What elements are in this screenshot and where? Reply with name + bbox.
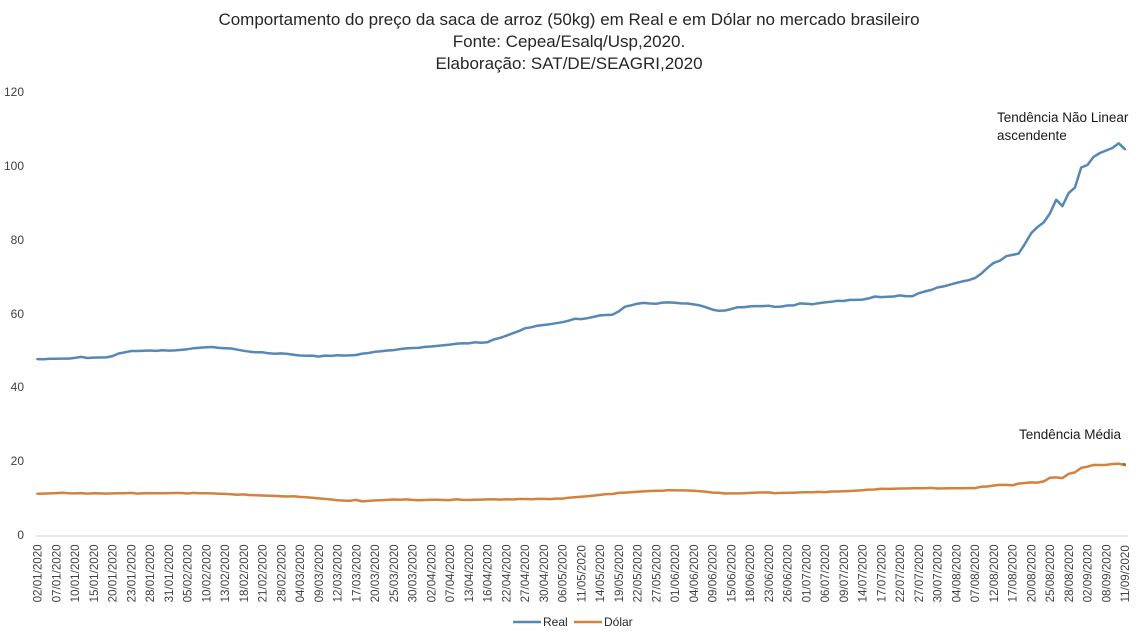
svg-text:06/05/2020: 06/05/2020: [557, 544, 570, 602]
svg-text:31/01/2020: 31/01/2020: [163, 544, 176, 602]
svg-text:28/08/2020: 28/08/2020: [1063, 544, 1076, 602]
svg-text:15/06/2020: 15/06/2020: [725, 544, 738, 602]
svg-text:17/08/2020: 17/08/2020: [1007, 544, 1020, 602]
svg-text:05/02/2020: 05/02/2020: [182, 544, 195, 602]
svg-text:01/07/2020: 01/07/2020: [800, 544, 813, 602]
svg-text:26/06/2020: 26/06/2020: [782, 544, 795, 602]
svg-text:20/03/2020: 20/03/2020: [369, 544, 382, 602]
svg-text:11/09/2020: 11/09/2020: [1119, 545, 1132, 602]
svg-text:02/09/2020: 02/09/2020: [1082, 544, 1095, 602]
svg-text:06/07/2020: 06/07/2020: [819, 544, 832, 602]
svg-text:20/08/2020: 20/08/2020: [1025, 544, 1038, 602]
svg-text:28/01/2020: 28/01/2020: [144, 544, 157, 602]
svg-text:04/06/2020: 04/06/2020: [688, 544, 701, 602]
svg-text:27/05/2020: 27/05/2020: [650, 544, 663, 602]
svg-text:07/04/2020: 07/04/2020: [444, 544, 457, 602]
svg-text:12/03/2020: 12/03/2020: [332, 544, 345, 602]
svg-text:23/01/2020: 23/01/2020: [125, 544, 138, 602]
svg-text:27/04/2020: 27/04/2020: [519, 544, 532, 602]
svg-text:28/02/2020: 28/02/2020: [275, 544, 288, 602]
svg-text:04/03/2020: 04/03/2020: [294, 544, 307, 602]
svg-text:12/08/2020: 12/08/2020: [988, 544, 1001, 602]
svg-text:14/07/2020: 14/07/2020: [857, 544, 870, 602]
svg-text:04/08/2020: 04/08/2020: [950, 544, 963, 602]
svg-text:09/03/2020: 09/03/2020: [313, 544, 326, 602]
svg-text:10/01/2020: 10/01/2020: [69, 544, 82, 602]
svg-text:25/08/2020: 25/08/2020: [1044, 544, 1057, 602]
svg-text:11/05/2020: 11/05/2020: [575, 545, 588, 602]
svg-text:10/02/2020: 10/02/2020: [200, 544, 213, 602]
svg-text:09/06/2020: 09/06/2020: [707, 544, 720, 602]
svg-text:21/02/2020: 21/02/2020: [257, 544, 270, 602]
svg-text:22/05/2020: 22/05/2020: [632, 544, 645, 602]
svg-text:15/01/2020: 15/01/2020: [88, 544, 101, 602]
svg-text:13/04/2020: 13/04/2020: [463, 544, 476, 602]
svg-text:07/08/2020: 07/08/2020: [969, 544, 982, 602]
svg-text:01/06/2020: 01/06/2020: [669, 544, 682, 602]
svg-text:13/02/2020: 13/02/2020: [219, 544, 232, 602]
svg-text:18/06/2020: 18/06/2020: [744, 544, 757, 602]
svg-text:16/04/2020: 16/04/2020: [482, 544, 495, 602]
svg-text:19/05/2020: 19/05/2020: [613, 544, 626, 602]
svg-text:02/01/2020: 02/01/2020: [32, 544, 45, 602]
svg-text:30/04/2020: 30/04/2020: [538, 544, 551, 602]
svg-text:27/07/2020: 27/07/2020: [913, 544, 926, 602]
svg-text:22/07/2020: 22/07/2020: [894, 544, 907, 602]
svg-text:18/02/2020: 18/02/2020: [238, 544, 251, 602]
svg-text:14/05/2020: 14/05/2020: [594, 544, 607, 602]
svg-text:25/03/2020: 25/03/2020: [388, 544, 401, 602]
svg-text:17/07/2020: 17/07/2020: [875, 544, 888, 602]
svg-text:20/01/2020: 20/01/2020: [107, 544, 120, 602]
svg-text:23/06/2020: 23/06/2020: [763, 544, 776, 602]
svg-text:22/04/2020: 22/04/2020: [500, 544, 513, 602]
svg-text:08/09/2020: 08/09/2020: [1100, 544, 1113, 602]
svg-text:17/03/2020: 17/03/2020: [350, 544, 363, 602]
svg-text:09/07/2020: 09/07/2020: [838, 544, 851, 602]
svg-text:02/04/2020: 02/04/2020: [425, 544, 438, 602]
svg-text:07/01/2020: 07/01/2020: [50, 544, 63, 602]
svg-text:30/07/2020: 30/07/2020: [932, 544, 945, 602]
svg-text:30/03/2020: 30/03/2020: [407, 544, 420, 602]
